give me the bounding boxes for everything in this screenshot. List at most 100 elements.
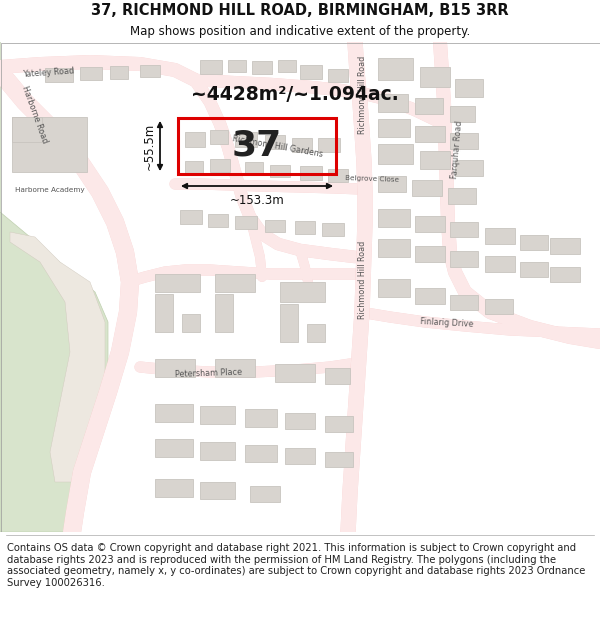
Bar [378,279,410,297]
Bar [245,162,263,174]
Bar [235,132,257,147]
Text: ~153.3m: ~153.3m [230,194,284,207]
Bar [420,151,450,169]
Bar [378,176,406,192]
Bar [280,304,298,342]
Bar [450,251,478,267]
Bar [12,117,87,172]
Polygon shape [0,42,108,532]
Bar [200,60,222,74]
Text: Finlarig Drive: Finlarig Drive [420,318,473,329]
Bar [200,406,235,424]
Bar [412,180,442,196]
Bar [325,452,353,467]
Bar [275,364,315,382]
Bar [485,228,515,244]
Bar [485,256,515,272]
Bar [285,448,315,464]
Text: Petersham Place: Petersham Place [175,368,242,379]
Bar [485,299,513,314]
Bar [215,274,255,292]
Bar [550,267,580,282]
Bar [245,409,277,427]
Bar [278,60,296,72]
Bar [550,238,580,254]
Text: Map shows position and indicative extent of the property.: Map shows position and indicative extent… [130,25,470,38]
Bar [210,130,228,144]
Bar [155,359,195,377]
Bar [182,314,200,332]
Bar [200,442,235,460]
Bar [140,65,160,77]
Bar [280,282,325,302]
Bar [322,223,344,236]
Bar [208,214,228,227]
Bar [295,221,315,234]
Bar [520,262,548,277]
Bar [155,404,193,422]
Bar [328,69,348,82]
Text: Harborne Road: Harborne Road [20,84,49,144]
Bar [265,135,285,149]
Bar [155,294,173,332]
Bar [378,58,413,80]
Bar [328,169,348,182]
Bar [307,324,325,342]
Bar [520,235,548,250]
Bar [235,216,257,229]
Bar [155,274,200,292]
Text: 37: 37 [232,129,282,163]
Bar [415,126,445,142]
Bar [378,144,413,164]
Bar [378,94,408,112]
Bar [450,133,478,149]
Bar [300,166,322,180]
Bar [265,220,285,232]
Text: Richmond Hill Road: Richmond Hill Road [358,56,367,134]
Text: Yateley Road: Yateley Road [22,66,74,79]
Bar [450,222,478,237]
Bar [325,368,350,384]
Text: Farquhar Road: Farquhar Road [450,120,464,179]
Bar [228,60,246,72]
Text: Harborne Academy: Harborne Academy [15,187,85,193]
Bar [180,210,202,224]
Bar [415,246,445,262]
Text: Richmond Hill Road: Richmond Hill Road [358,241,367,319]
Bar [245,445,277,462]
Text: Contains OS data © Crown copyright and database right 2021. This information is : Contains OS data © Crown copyright and d… [7,543,586,588]
Bar [215,359,255,377]
Bar [110,66,128,79]
Bar [252,61,272,74]
Text: Belgrove Close: Belgrove Close [345,175,399,183]
Bar [448,188,476,204]
Bar [455,160,483,176]
Text: ~4428m²/~1.094ac.: ~4428m²/~1.094ac. [191,84,399,104]
Bar [455,79,483,97]
Polygon shape [10,232,105,482]
Bar [155,479,193,497]
Bar [250,486,280,502]
Bar [378,119,410,137]
Bar [215,294,233,332]
Bar [155,439,193,457]
Bar [200,482,235,499]
Bar [285,413,315,429]
Text: 37, RICHMOND HILL ROAD, BIRMINGHAM, B15 3RR: 37, RICHMOND HILL ROAD, BIRMINGHAM, B15 … [91,3,509,18]
Bar [318,138,340,152]
Bar [300,65,322,79]
Bar [185,132,205,147]
Bar [185,161,203,174]
Bar [450,106,475,122]
Bar [378,209,410,227]
Bar [210,159,230,172]
Bar [378,239,410,257]
Bar [45,68,73,82]
Text: Richmond Hill Gardens: Richmond Hill Gardens [232,134,324,159]
Bar [325,416,353,432]
Bar [178,118,336,174]
Bar [292,138,312,152]
Bar [12,117,42,142]
Bar [270,165,290,177]
Bar [80,67,102,80]
